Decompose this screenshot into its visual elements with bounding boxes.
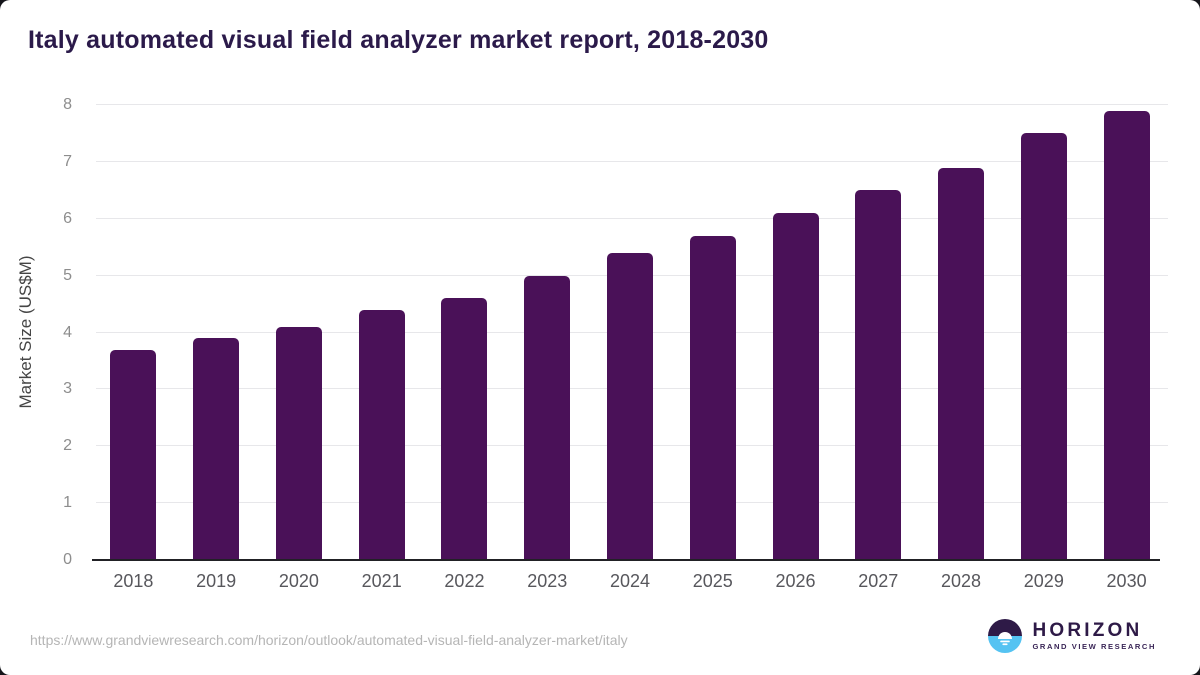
horizon-sun-icon: [987, 618, 1023, 654]
bar-2022: [441, 298, 488, 560]
brand-subtitle: GRAND VIEW RESEARCH: [1032, 642, 1156, 652]
brand-name: HORIZON: [1032, 619, 1143, 641]
bar-slot-2027: [837, 105, 920, 560]
bar-2023: [524, 275, 571, 560]
bar-2027: [855, 190, 902, 560]
bar-2018: [110, 349, 157, 560]
bar-slot-2019: [175, 105, 258, 560]
x-tick-label-2025: 2025: [692, 571, 733, 591]
bar-slot-2025: [671, 105, 754, 560]
bar-slot-2028: [920, 105, 1003, 560]
x-tick-label-2024: 2024: [609, 571, 650, 591]
bar-slot-2022: [423, 105, 506, 560]
bar-slot-2030: [1085, 105, 1168, 560]
x-tick-label-2019: 2019: [196, 571, 237, 591]
bar-slot-2018: [92, 105, 175, 560]
x-tick-label-2020: 2020: [278, 571, 319, 591]
gridline-6: [96, 217, 1168, 219]
y-tick-label: 1: [63, 494, 72, 512]
bar-2026: [772, 213, 819, 560]
x-tick-label-2027: 2027: [858, 571, 899, 591]
y-axis-ticks: 0 1 2 3 4 5 6 7 8: [0, 96, 82, 568]
y-tick-label: 6: [63, 209, 72, 227]
plot-area: [92, 104, 1168, 561]
brand-logo: HORIZON GRAND VIEW RESEARCH: [987, 618, 1156, 654]
bar-slot-2029: [1002, 105, 1085, 560]
source-url: https://www.grandviewresearch.com/horizo…: [30, 632, 628, 648]
bar-slot-2024: [589, 105, 672, 560]
x-tick-label-2028: 2028: [941, 571, 982, 591]
y-tick-label: 2: [63, 437, 72, 455]
bar-2020: [275, 326, 322, 560]
bar-slot-2026: [754, 105, 837, 560]
bar-slot-2023: [506, 105, 589, 560]
bar-2028: [938, 167, 985, 560]
x-tick-label-2018: 2018: [113, 571, 154, 591]
x-tick-label-2022: 2022: [444, 571, 485, 591]
x-axis-ticks: 2018 2019 2020 2021 2022 2023 2024 2025 2026 2027…: [92, 565, 1168, 592]
y-tick-label: 7: [63, 152, 72, 170]
bar-2030: [1103, 110, 1150, 560]
x-tick-label-2030: 2030: [1106, 571, 1147, 591]
gridline-8: [96, 104, 1168, 105]
bar-series: [92, 105, 1168, 560]
bar-2029: [1020, 133, 1067, 560]
y-tick-label: 3: [63, 380, 72, 398]
x-axis-line: [92, 559, 1160, 561]
bar-2025: [689, 235, 736, 560]
y-tick-label: 5: [63, 266, 72, 284]
bar-slot-2020: [258, 105, 341, 560]
bar-2019: [193, 338, 240, 560]
bar-2021: [358, 309, 405, 560]
x-tick-label-2026: 2026: [775, 571, 816, 591]
x-tick-label-2021: 2021: [361, 571, 402, 591]
bar-slot-2021: [340, 105, 423, 560]
brand-logo-text: HORIZON GRAND VIEW RESEARCH: [1032, 619, 1156, 652]
page-title: Italy automated visual field analyzer ma…: [28, 26, 769, 54]
bar-2024: [606, 252, 653, 560]
x-tick-label-2023: 2023: [527, 571, 568, 591]
y-tick-label: 0: [63, 551, 72, 568]
y-tick-label: 4: [63, 323, 72, 341]
x-tick-label-2029: 2029: [1023, 571, 1064, 591]
y-tick-label: 8: [63, 96, 72, 113]
gridline-7: [96, 160, 1168, 162]
